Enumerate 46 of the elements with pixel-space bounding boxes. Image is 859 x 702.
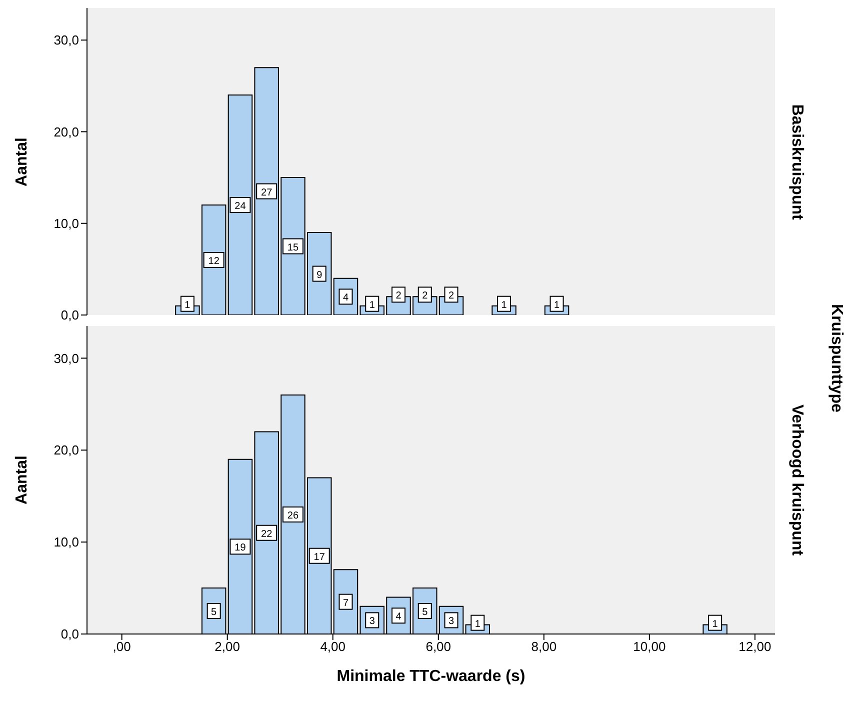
- data-label: 17: [314, 552, 326, 563]
- data-label: 15: [287, 242, 299, 254]
- data-label: 24: [234, 201, 246, 212]
- y2-axis-title: Verhoogd kruispunt: [788, 404, 806, 556]
- data-label: 27: [261, 187, 273, 198]
- data-label: 12: [208, 256, 220, 268]
- data-label: 3: [369, 616, 376, 628]
- data-label: 3: [448, 616, 454, 628]
- data-label: 4: [396, 612, 402, 623]
- data-label: 1: [501, 300, 508, 311]
- data-label: 9: [316, 270, 323, 281]
- data-label: 2: [422, 290, 428, 302]
- data-label: 1: [474, 618, 481, 630]
- x-tick-label: 8,00: [531, 639, 557, 654]
- data-label: 7: [342, 598, 349, 609]
- data-label: 5: [422, 607, 428, 618]
- x-tick-label: 12,00: [738, 639, 772, 654]
- data-label: 1: [184, 300, 191, 311]
- data-label: 2: [448, 290, 454, 302]
- data-label: 1: [712, 618, 718, 630]
- data-label: 22: [261, 528, 273, 540]
- text: Kruispunttype: [827, 304, 845, 412]
- y-tick-label: 10,0: [54, 534, 79, 550]
- y-tick-label: 30,0: [54, 350, 79, 366]
- y-tick-label: 10,0: [54, 216, 79, 231]
- x-tick-label: 2,00: [214, 639, 240, 654]
- y-tick-label: 20,0: [54, 442, 79, 458]
- x-tick-label: ,00: [112, 639, 131, 654]
- data-label: 5: [211, 607, 218, 618]
- y2-axis-title: Basiskruispunt: [788, 104, 806, 220]
- y-axis-title: Aantal: [14, 456, 30, 504]
- data-label: 19: [234, 542, 246, 554]
- x-tick-label: 4,00: [320, 639, 346, 654]
- y-tick-label: 30,0: [54, 32, 79, 48]
- y-tick-label: 20,0: [54, 124, 79, 140]
- data-label: 26: [287, 510, 299, 522]
- data-label: 2: [396, 290, 402, 302]
- y-tick-label: 0,0: [60, 308, 79, 323]
- x-axis-title: Minimale TTC-waarde (s): [336, 668, 526, 686]
- data-label: 1: [554, 300, 560, 311]
- data-label: 4: [342, 292, 349, 304]
- y-tick-label: 0,0: [60, 626, 79, 642]
- x-tick-label: 10,00: [633, 639, 666, 654]
- x-tick-label: 6,00: [426, 639, 452, 654]
- data-label: 1: [369, 300, 376, 311]
- y-axis-title: Aantal: [14, 137, 30, 186]
